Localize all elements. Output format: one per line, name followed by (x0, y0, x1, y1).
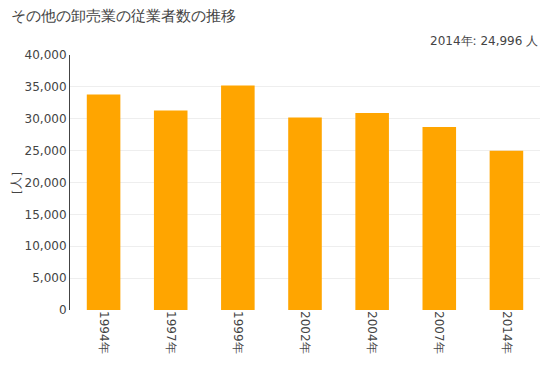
svg-text:2014年: 24,996 人: 2014年: 24,996 人 (430, 34, 538, 48)
svg-text:15,000: 15,000 (25, 208, 67, 222)
svg-text:1999年: 1999年 (231, 311, 245, 354)
svg-text:0: 0 (59, 303, 67, 317)
svg-text:40,000: 40,000 (25, 48, 67, 62)
svg-text:その他の卸売業の従業者数の推移: その他の卸売業の従業者数の推移 (11, 7, 236, 25)
svg-text:35,000: 35,000 (25, 80, 67, 94)
svg-text:1994年: 1994年 (97, 311, 111, 354)
svg-text:20,000: 20,000 (25, 176, 67, 190)
svg-text:2004年: 2004年 (365, 311, 379, 354)
svg-text:30,000: 30,000 (25, 112, 67, 126)
svg-text:25,000: 25,000 (25, 144, 67, 158)
svg-text:5,000: 5,000 (32, 271, 66, 285)
svg-text:10,000: 10,000 (25, 239, 67, 253)
svg-text:2014年: 2014年 (500, 311, 514, 354)
svg-text:2002年: 2002年 (298, 311, 312, 354)
svg-text:1997年: 1997年 (164, 311, 178, 354)
svg-text:［人］: ［人］ (9, 165, 23, 201)
svg-text:2007年: 2007年 (432, 311, 446, 354)
